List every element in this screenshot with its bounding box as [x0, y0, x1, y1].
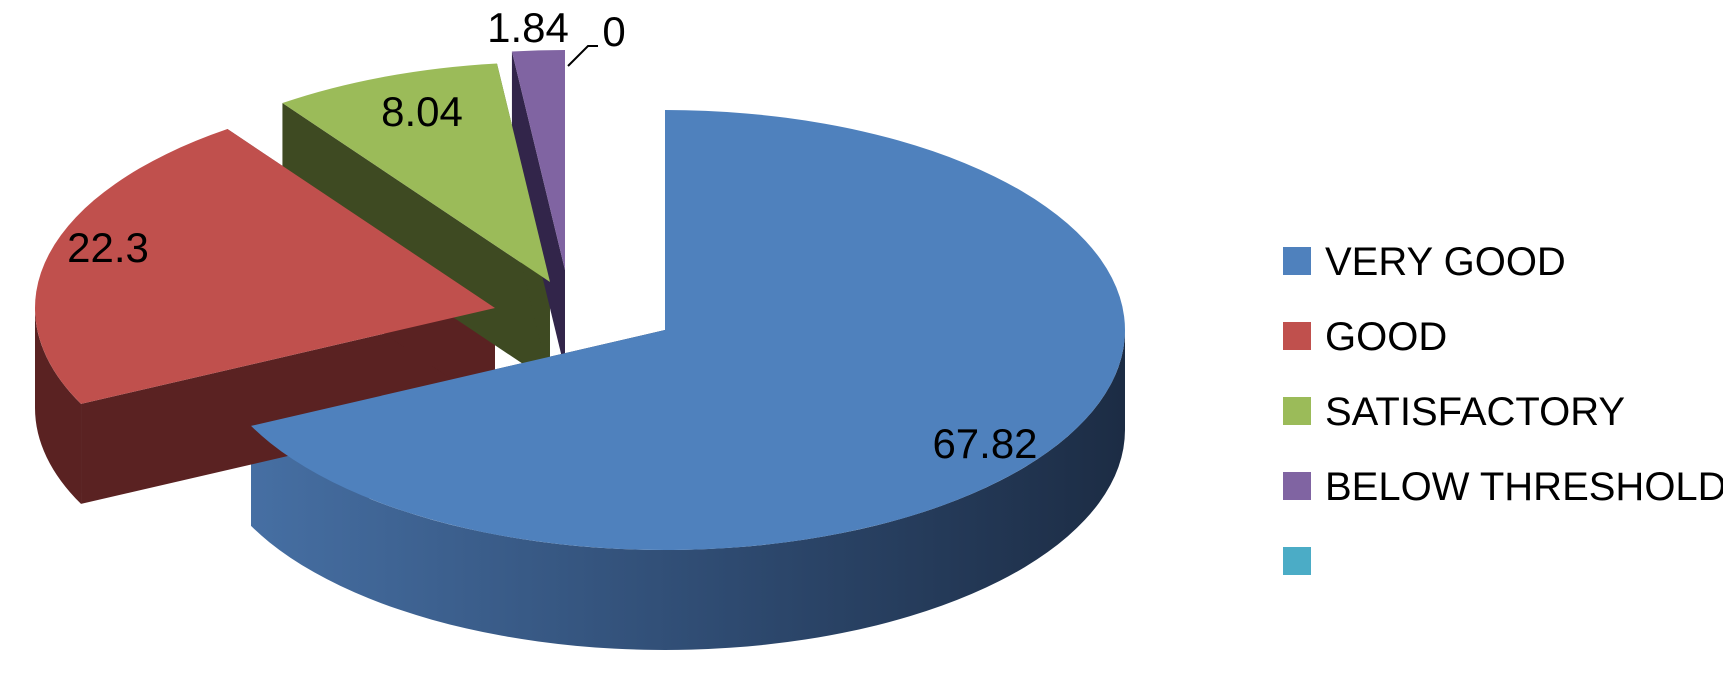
data-label-satisfactory: 8.04 [381, 88, 463, 135]
legend: VERY GOOD GOOD SATISFACTORY BELOW THRESH… [1283, 240, 1723, 575]
legend-swatch-empty [1283, 547, 1311, 575]
pie-side-below-threshold [511, 51, 565, 371]
legend-label-good: GOOD [1325, 315, 1447, 359]
legend-item-empty [1283, 547, 1311, 575]
data-label-zero: 0 [602, 8, 625, 55]
pie-slice-tops [35, 50, 1125, 550]
pie-outer-wall [251, 330, 1125, 650]
pie-slice-very-good [251, 110, 1125, 550]
legend-label-below-threshold: BELOW THRESHOLD [1325, 465, 1723, 509]
legend-item-good: GOOD [1283, 315, 1447, 359]
pie-slice-satisfactory [282, 63, 550, 283]
data-label-below-threshold: 1.84 [487, 4, 569, 51]
legend-label-very-good: VERY GOOD [1325, 240, 1566, 284]
pie-outer-wall [35, 308, 82, 504]
pie-slice-good [35, 129, 496, 404]
data-labels: 67.82 22.3 8.04 1.84 0 [67, 4, 1037, 467]
data-label-very-good: 67.82 [932, 420, 1037, 467]
legend-item-below-threshold: BELOW THRESHOLD [1283, 465, 1723, 509]
pie-radial-wall [511, 51, 565, 371]
legend-swatch-satisfactory [1283, 397, 1311, 425]
pie-slice-below-threshold [511, 50, 565, 270]
legend-swatch-below-threshold [1283, 472, 1311, 500]
pie-radial-wall [81, 308, 495, 504]
pie-radial-wall [282, 103, 550, 383]
legend-item-very-good: VERY GOOD [1283, 240, 1566, 284]
legend-label-satisfactory: SATISFACTORY [1325, 390, 1625, 434]
legend-swatch-good [1283, 322, 1311, 350]
legend-swatch-very-good [1283, 247, 1311, 275]
data-label-good: 22.3 [67, 224, 149, 271]
leader-line-zero [567, 45, 598, 67]
legend-item-satisfactory: SATISFACTORY [1283, 390, 1625, 434]
